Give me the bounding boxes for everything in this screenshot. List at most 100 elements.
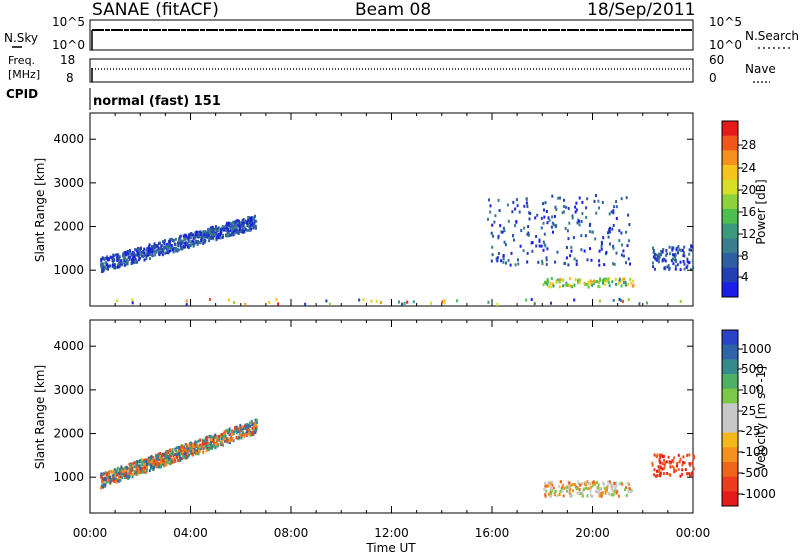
data-cell: [587, 482, 590, 486]
data-cell: [151, 247, 154, 251]
data-cell: [169, 237, 172, 241]
data-cell: [148, 458, 151, 462]
data-cell: [207, 227, 210, 231]
data-cell: [304, 302, 307, 306]
data-cell: [139, 252, 142, 256]
data-cell: [102, 477, 105, 481]
data-cell: [207, 448, 210, 452]
data-cell: [534, 216, 537, 220]
data-cell: [237, 437, 240, 441]
data-cell: [214, 231, 217, 235]
data-cell: [523, 226, 526, 230]
data-cell: [625, 230, 627, 234]
data-cell: [159, 455, 162, 459]
colorbar-segment: [722, 403, 738, 419]
data-cell: [550, 480, 553, 484]
data-cell: [186, 448, 189, 451]
data-cell: [114, 474, 117, 478]
data-cell: [193, 445, 196, 449]
data-cell: [542, 221, 545, 225]
data-cell: [139, 251, 142, 255]
data-cell: [248, 432, 251, 436]
data-cell: [490, 231, 493, 235]
data-cell: [622, 281, 625, 285]
data-cell: [110, 470, 113, 474]
data-cell: [686, 264, 689, 268]
data-cell: [679, 260, 682, 264]
data-cell: [100, 475, 103, 479]
data-cell: [510, 251, 513, 255]
data-cell: [124, 470, 127, 474]
data-cell: [685, 266, 688, 269]
data-cell: [229, 225, 232, 229]
data-cell: [489, 210, 492, 214]
data-cell: [147, 253, 150, 257]
data-cell: [145, 248, 148, 252]
data-cell: [120, 465, 123, 469]
data-cell: [610, 493, 613, 497]
nsky-tick-top-right: 10^5: [709, 15, 742, 29]
data-cell: [558, 493, 561, 497]
data-cell: [673, 470, 676, 474]
data-cell: [528, 211, 531, 215]
data-cell: [225, 234, 228, 238]
data-cell: [603, 263, 606, 267]
data-cell: [618, 229, 621, 233]
data-cell: [194, 440, 197, 444]
data-cell: [595, 194, 597, 197]
data-cell: [251, 221, 254, 225]
data-cell: [144, 468, 147, 472]
data-cell: [598, 285, 601, 289]
data-cell: [105, 473, 108, 476]
data-cell: [225, 226, 228, 230]
data-cell: [109, 478, 112, 481]
data-cell: [604, 279, 606, 282]
data-cell: [151, 245, 153, 248]
data-cell: [547, 492, 550, 496]
data-cell: [187, 447, 190, 451]
data-cell: [624, 280, 627, 284]
data-cell: [153, 250, 156, 254]
data-cell: [600, 494, 603, 498]
data-cell: [134, 260, 137, 264]
data-cell: [236, 430, 239, 434]
data-cell: [136, 461, 138, 465]
data-cell: [148, 469, 151, 473]
data-cell: [601, 491, 604, 495]
data-cell: [149, 257, 151, 260]
nave-tick-bottom: 0: [709, 71, 717, 85]
data-cell: [118, 478, 121, 482]
data-cell: [177, 239, 180, 243]
data-cell: [587, 280, 590, 284]
data-cell: [159, 241, 161, 245]
data-cell: [243, 219, 246, 223]
data-cell: [655, 455, 658, 459]
data-cell: [620, 253, 623, 257]
data-cell: [546, 484, 549, 488]
data-cell: [121, 467, 124, 471]
data-cell: [607, 483, 610, 487]
data-cell: [187, 455, 189, 459]
data-cell: [251, 430, 254, 434]
data-cell: [131, 298, 134, 302]
data-cell: [558, 484, 561, 488]
power-data: [100, 194, 695, 307]
data-cell: [567, 207, 570, 210]
data-cell: [136, 472, 139, 476]
data-cell: [615, 488, 618, 492]
data-cell: [233, 232, 236, 236]
y-tick-label: 1000: [53, 263, 84, 277]
data-cell: [627, 490, 630, 494]
data-cell: [507, 259, 510, 262]
data-cell: [576, 491, 579, 495]
data-cell: [623, 254, 625, 258]
data-cell: [622, 249, 625, 253]
data-cell: [120, 260, 123, 264]
data-cell: [202, 447, 205, 451]
data-cell: [147, 456, 150, 460]
data-cell: [191, 453, 194, 457]
data-cell: [627, 282, 630, 286]
colorbar-segment: [722, 359, 738, 375]
data-cell: [544, 494, 547, 498]
colorbar-tick-label: -1000: [741, 487, 776, 501]
